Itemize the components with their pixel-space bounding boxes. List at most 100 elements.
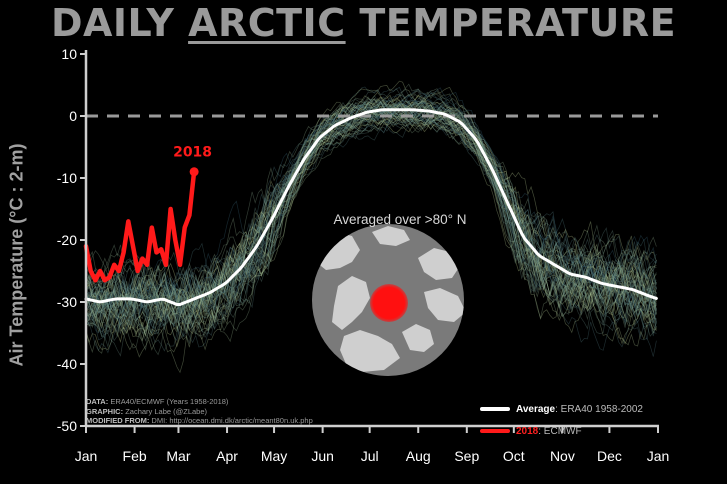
legend: Average: ERA40 1958-2002 2018: ECMWF — [480, 398, 643, 442]
x-tick-label: Jan — [75, 448, 98, 464]
credit-modified-label: MODIFIED FROM: — [86, 416, 150, 425]
annotation-2018: 2018 — [173, 144, 212, 160]
ensemble-line — [86, 102, 657, 328]
x-tick-label: Aug — [406, 448, 431, 464]
credit-graphic: GRAPHIC: Zachary Labe (@ZLabe) — [86, 407, 313, 417]
series-layer: 2018 — [83, 108, 658, 306]
inset-label: Averaged over >80° N — [333, 212, 467, 227]
ensemble-line — [86, 106, 657, 334]
ensemble-line — [86, 99, 657, 324]
credit-data-value: ERA40/ECMWF (Years 1958-2018) — [110, 397, 229, 406]
legend-average-name: Average — [516, 403, 556, 415]
credit-modified: MODIFIED FROM: DMI: http://ocean.dmi.dk/… — [86, 416, 313, 426]
title-suffix: TEMPERATURE — [345, 1, 677, 45]
y-tick-label: -20 — [57, 232, 77, 248]
ensemble-line — [86, 86, 657, 336]
x-tick-label: Jul — [361, 448, 379, 464]
arctic-inset-map — [312, 224, 464, 376]
ensemble-line — [86, 113, 657, 350]
polar-cap — [370, 284, 408, 322]
ensemble-line — [86, 111, 657, 335]
ensemble-line — [86, 80, 657, 308]
ensemble-line — [86, 99, 657, 327]
ensemble-line — [86, 111, 657, 351]
ensemble-line — [86, 106, 657, 357]
ensemble-line — [86, 104, 657, 320]
ensemble-line — [86, 109, 657, 345]
x-tick-label: Feb — [123, 448, 147, 464]
ensemble-line — [86, 87, 657, 307]
series-average-line — [84, 108, 658, 306]
ensemble-line — [86, 108, 657, 356]
x-tick-label: Oct — [503, 448, 525, 464]
ensemble-line — [86, 88, 657, 311]
legend-2018-swatch — [480, 429, 510, 433]
ensemble-line — [86, 101, 657, 328]
credit-data: DATA: ERA40/ECMWF (Years 1958-2018) — [86, 397, 313, 407]
ensemble-line — [86, 89, 657, 322]
ensemble-line — [86, 105, 657, 345]
ensemble-line — [86, 97, 657, 333]
ensemble-line — [86, 94, 657, 320]
x-tick-label: Nov — [550, 448, 575, 464]
credits: DATA: ERA40/ECMWF (Years 1958-2018) GRAP… — [86, 397, 313, 426]
ensemble-line — [86, 98, 657, 331]
y-tick-label: -10 — [57, 170, 77, 186]
chart-title: DAILY ARCTIC TEMPERATURE — [0, 0, 727, 46]
x-tick-label: Jan — [647, 448, 670, 464]
ensemble-line — [86, 108, 657, 337]
ensemble-line — [86, 97, 657, 336]
ensemble-line — [86, 110, 657, 354]
x-tick-label: Mar — [166, 448, 190, 464]
ensemble-line — [86, 90, 657, 313]
x-tick-label: Jun — [311, 448, 334, 464]
legend-average-swatch — [480, 407, 510, 411]
ensemble-line — [86, 97, 657, 315]
ensemble-lines — [86, 80, 657, 374]
ensemble-line — [86, 107, 657, 352]
legend-2018-desc: : ECMWF — [538, 425, 582, 437]
y-tick-label: -40 — [57, 356, 77, 372]
y-tick-label: -50 — [57, 418, 77, 434]
ensemble-line — [86, 112, 657, 348]
ensemble-line — [86, 102, 657, 330]
ensemble-line — [86, 105, 657, 324]
y-tick-label: -30 — [57, 294, 77, 310]
credit-modified-value: DMI: http://ocean.dmi.dk/arctic/meant80n… — [151, 416, 313, 425]
ensemble-line — [86, 109, 657, 337]
credit-data-label: DATA: — [86, 397, 109, 406]
y-axis-label-wrap: Air Temperature (°C : 2-m) — [4, 80, 30, 430]
ensemble-line — [86, 101, 657, 322]
legend-average: Average: ERA40 1958-2002 — [480, 398, 643, 420]
legend-average-desc: : ERA40 1958-2002 — [555, 403, 643, 415]
ensemble-line — [86, 118, 657, 335]
ensemble-line — [86, 112, 657, 357]
y-axis-label: Air Temperature (°C : 2-m) — [6, 143, 27, 367]
ensemble-line — [86, 109, 657, 348]
legend-2018: 2018: ECMWF — [480, 420, 643, 442]
title-prefix: DAILY — [50, 1, 189, 45]
ensemble-line — [86, 88, 657, 307]
ensemble-line — [86, 109, 657, 374]
ensemble-line — [86, 83, 657, 303]
y-tick-label: 0 — [69, 108, 77, 124]
title-highlight: ARCTIC — [188, 1, 346, 45]
y-tick-label: 10 — [61, 46, 77, 62]
ensemble-line — [86, 102, 657, 339]
x-tick-label: Dec — [597, 448, 622, 464]
series-2018-line — [83, 169, 197, 283]
x-tick-label: Apr — [216, 448, 238, 464]
x-tick-label: May — [261, 448, 287, 464]
credit-graphic-value: Zachary Labe (@ZLabe) — [125, 406, 208, 416]
ensemble-line — [86, 102, 657, 322]
ensemble-line — [86, 96, 657, 317]
axes: 10 0 -10 -20 -30 -40 -50 Jan Feb Mar Apr May Jun Jul A… — [57, 46, 670, 464]
series-2018-endpoint — [189, 167, 199, 177]
ensemble-line — [86, 100, 657, 332]
legend-2018-name: 2018 — [516, 425, 539, 437]
ensemble-line — [86, 105, 657, 351]
ensemble-line — [86, 109, 657, 338]
credit-graphic-label: GRAPHIC: — [86, 406, 124, 416]
ensemble-line — [86, 97, 657, 323]
